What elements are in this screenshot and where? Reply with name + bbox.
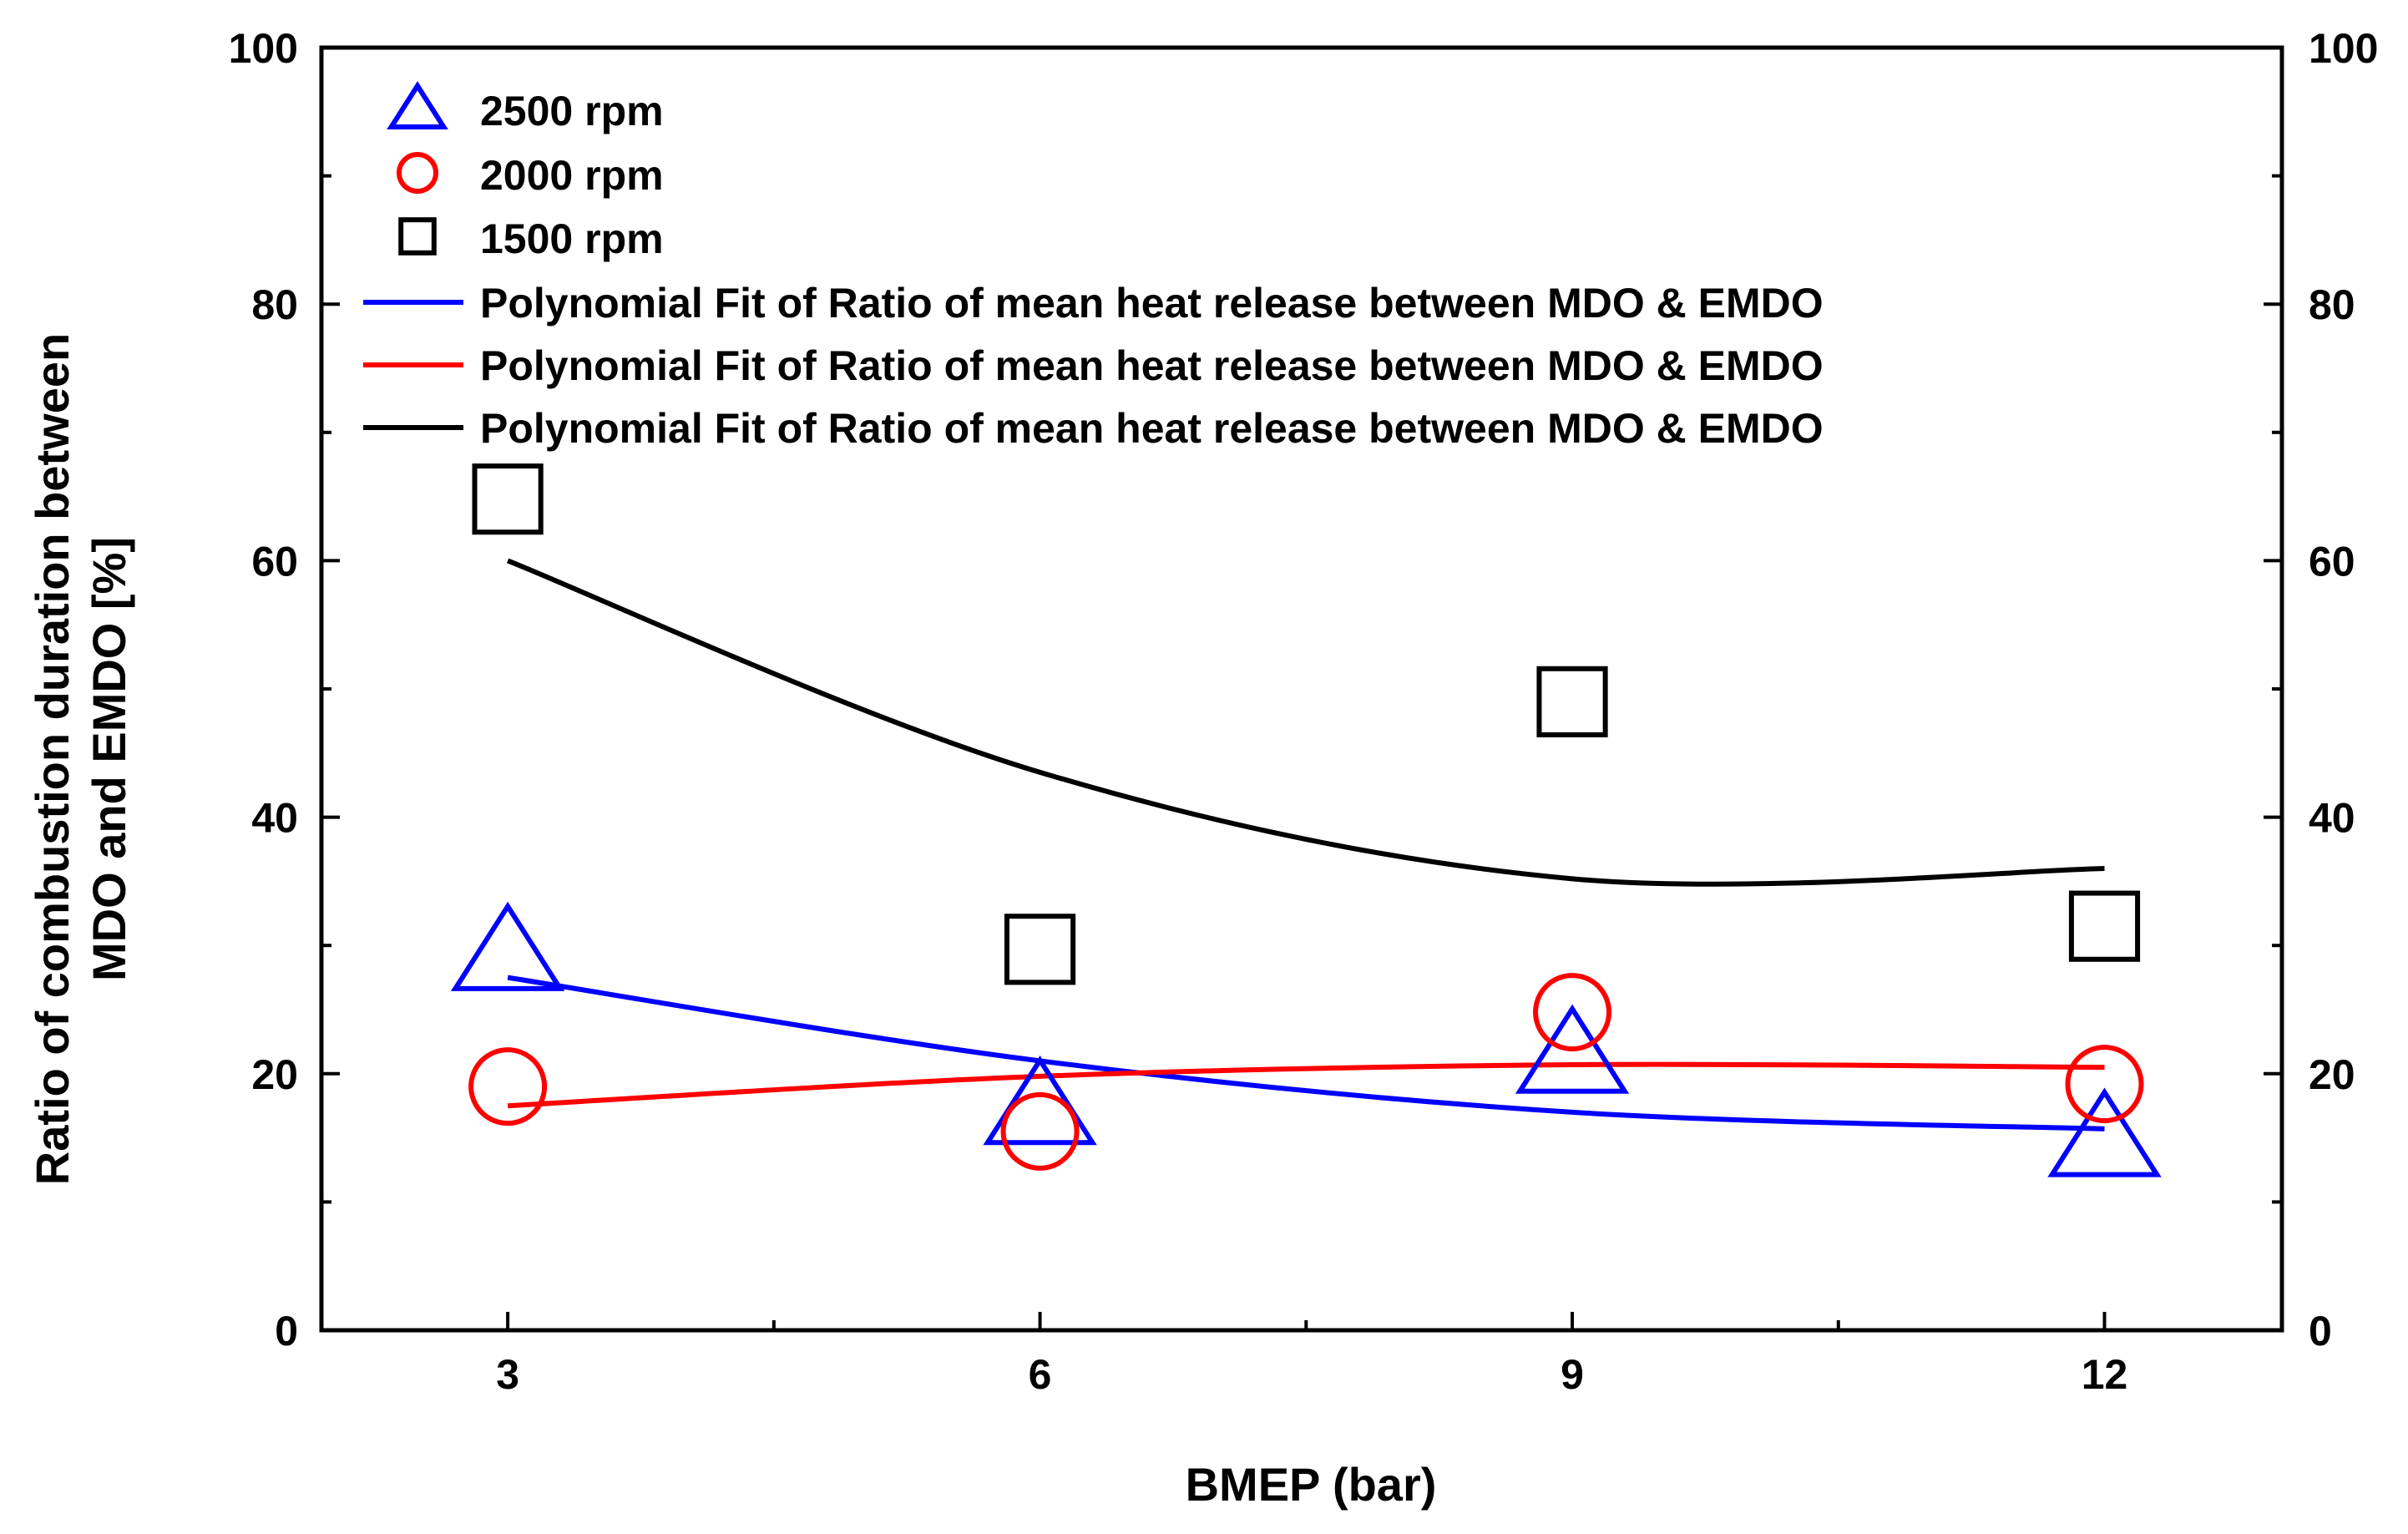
- y-tick-label-right: 40: [2309, 795, 2355, 842]
- marker-1500rpm: [2068, 890, 2141, 962]
- y-axis-title-line2: MDO and EMDO [%]: [83, 537, 135, 981]
- y-tick-label-right: 0: [2309, 1308, 2332, 1354]
- legend-marker-2000rpm: [397, 152, 438, 194]
- marker-2500rpm: [983, 1056, 1097, 1146]
- marker-2000rpm: [1533, 973, 1612, 1052]
- y-axis-title-line1: Ratio of combustion duration between: [26, 333, 78, 1185]
- y-tick-label-left: 20: [251, 1051, 298, 1098]
- legend: 2500 rpm 2000 rpm 1500 rpm Polynomial Fit o…: [363, 81, 1824, 452]
- marker-2000rpm: [1000, 1091, 1080, 1171]
- fit-lines-group: [507, 558, 2105, 1132]
- legend-marker-2500rpm: [387, 81, 448, 129]
- legend-fit-label: Polynomial Fit of Ratio of mean heat rel…: [480, 405, 1824, 452]
- marker-1500rpm: [472, 463, 544, 535]
- x-tick-label: 9: [1561, 1351, 1584, 1398]
- y-tick-label-left: 80: [251, 281, 298, 328]
- marker-2000rpm: [468, 1047, 548, 1126]
- x-axis-title: BMEP (bar): [1186, 1458, 1437, 1511]
- marker-1500rpm: [1004, 914, 1076, 985]
- legend-fit-label: Polynomial Fit of Ratio of mean heat rel…: [480, 342, 1824, 389]
- marker-2000rpm: [2065, 1045, 2144, 1124]
- marker-2500rpm: [1515, 1004, 1630, 1094]
- legend-marker-1500rpm: [398, 217, 437, 256]
- legend-label: 2500 rpm: [480, 88, 664, 134]
- y-tick-label-right: 60: [2309, 538, 2355, 585]
- y-tick-label-left: 0: [275, 1308, 298, 1354]
- ticks-group: 0 20 40 60 80 100 0 20 40 60 80 100 3 6 9 12: [229, 25, 2379, 1398]
- marker-2500rpm: [450, 901, 565, 991]
- fit-line-2000rpm: [507, 1061, 2105, 1109]
- y-tick-label-right: 20: [2309, 1051, 2355, 1098]
- x-tick-label: 6: [1029, 1351, 1052, 1398]
- fit-line-1500rpm: [507, 558, 2105, 887]
- fit-line-2500rpm: [507, 975, 2105, 1132]
- y-tick-label-left: 40: [251, 795, 298, 842]
- legend-label: 2000 rpm: [480, 152, 664, 199]
- x-tick-label: 3: [496, 1351, 519, 1398]
- marker-1500rpm: [1536, 666, 1608, 737]
- legend-label: 1500 rpm: [480, 215, 664, 262]
- legend-fit-label: Polynomial Fit of Ratio of mean heat rel…: [480, 280, 1824, 327]
- markers-group: [450, 463, 2162, 1177]
- marker-2500rpm: [2047, 1087, 2162, 1177]
- y-tick-label-right: 100: [2309, 25, 2378, 72]
- y-tick-label-left: 100: [229, 25, 298, 72]
- x-tick-label: 12: [2082, 1351, 2128, 1398]
- y-tick-label-left: 60: [251, 538, 298, 585]
- y-tick-label-right: 80: [2309, 281, 2355, 328]
